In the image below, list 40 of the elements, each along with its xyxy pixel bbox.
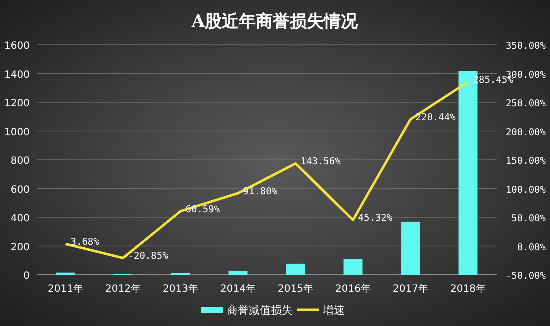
y2-tick-label: 250.00% [506, 98, 546, 110]
y-tick-label: 400 [10, 214, 30, 224]
y-tick-label: 1000 [4, 127, 30, 138]
x-tick-label: 2014年 [220, 283, 256, 295]
y2-tick-label: 100.00% [506, 184, 546, 196]
legend-label: 商誉减值损失 [227, 304, 293, 317]
data-label: 143.56% [300, 156, 342, 168]
x-tick-label: 2012年 [106, 283, 141, 295]
legend-label: 增速 [322, 304, 345, 317]
x-tick-label: 2017年 [393, 283, 428, 295]
y-tick-label: 600 [10, 184, 30, 196]
data-label: 45.32% [358, 213, 393, 224]
y-tick-label: 1400 [4, 70, 30, 81]
line-series [64, 80, 470, 260]
y2-tick-label: 200.00% [506, 127, 546, 138]
x-tick-label: 2013年 [163, 283, 198, 295]
chart-title: A股近年商誉损失情况 [190, 12, 360, 32]
bar [344, 259, 363, 275]
y2-tick-label: 350.00% [506, 41, 546, 52]
y-tick-label: 1200 [4, 98, 30, 110]
bar [228, 270, 248, 275]
x-tick-label: 2015年 [278, 283, 314, 295]
data-label: 60.59% [186, 204, 220, 216]
data-label: 3.68% [70, 237, 100, 248]
x-tick-label: 2011年 [48, 283, 84, 295]
y2-tick-label: 150.00% [506, 156, 546, 167]
y-tick-label: 200 [10, 242, 30, 254]
y2-tick-label: -50.00% [506, 271, 546, 282]
y-tick-label: 1600 [4, 41, 30, 52]
y2-tick-label: 50.00% [512, 214, 546, 224]
data-label: 91.80% [243, 186, 278, 198]
x-tick-label: 2016年 [336, 283, 371, 295]
data-label: 220.44% [416, 112, 456, 124]
y2-tick-label: 0.00% [517, 242, 546, 254]
y-tick-label: 800 [10, 156, 30, 167]
bar [286, 264, 306, 275]
x-tick-label: 2018年 [450, 283, 486, 295]
data-label: -20.85% [128, 251, 169, 262]
y-tick-label: 0 [24, 271, 30, 282]
bar [401, 222, 420, 275]
